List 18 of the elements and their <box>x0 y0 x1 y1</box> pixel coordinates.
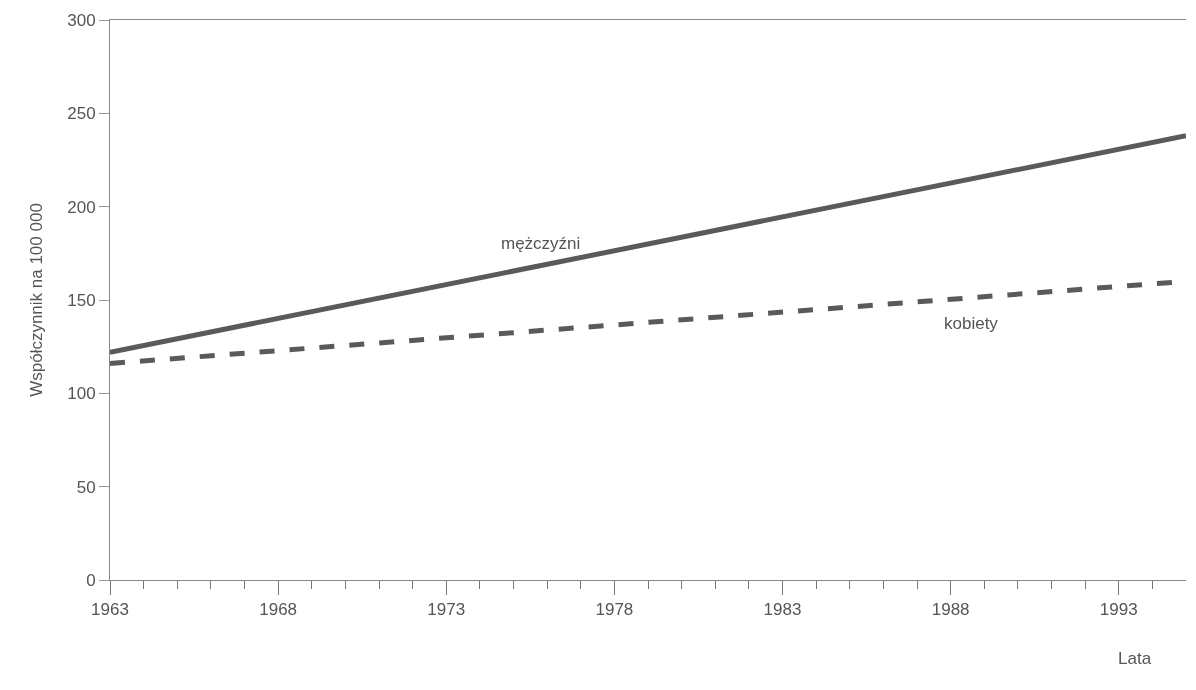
x-tick-label: 1973 <box>427 600 466 620</box>
y-tick-label: 200 <box>67 197 96 217</box>
x-tick-label: 1988 <box>931 600 970 620</box>
x-tick-label: 1963 <box>91 600 129 620</box>
x-tick-label: 1993 <box>1099 600 1138 620</box>
y-tick-label: 100 <box>67 384 96 404</box>
y-tick-label: 150 <box>67 290 96 310</box>
series-label: kobiety <box>944 314 999 333</box>
y-tick-label: 0 <box>86 570 96 590</box>
y-axis-title: Współczynnik na 100 000 <box>26 203 46 397</box>
x-tick-label: 1983 <box>763 600 802 620</box>
x-tick-label: 1978 <box>595 600 634 620</box>
x-axis-title: Lata <box>1118 649 1152 668</box>
y-tick-label: 50 <box>76 477 96 497</box>
y-tick-label: 250 <box>67 104 96 124</box>
y-tick-label: 300 <box>67 10 96 30</box>
series-label: mężczyźni <box>501 234 581 253</box>
x-tick-label: 1968 <box>259 600 298 620</box>
